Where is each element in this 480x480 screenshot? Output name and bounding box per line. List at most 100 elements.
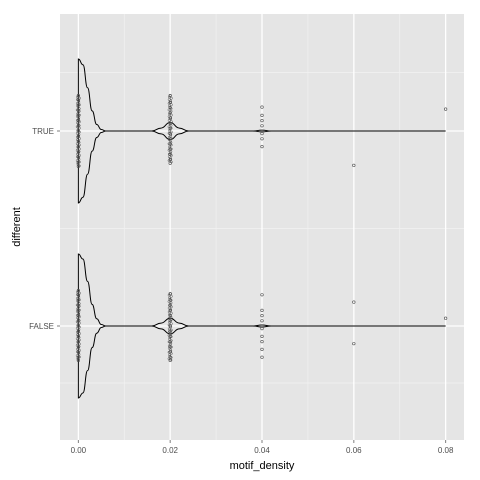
data-point-true <box>167 152 171 156</box>
jittered-points <box>75 94 448 362</box>
data-point-false <box>444 316 448 320</box>
data-point-false <box>169 341 173 345</box>
data-point-false <box>168 304 171 307</box>
data-point-true <box>168 121 171 125</box>
data-point-true <box>169 100 173 104</box>
data-point-true <box>169 113 173 117</box>
data-point-true <box>167 102 171 105</box>
data-point-false <box>168 353 172 357</box>
data-point-false <box>169 358 173 362</box>
data-point-false <box>167 317 171 320</box>
data-point-true <box>77 116 81 120</box>
data-point-false <box>260 319 264 323</box>
data-point-true <box>78 113 81 117</box>
data-point-true <box>76 144 80 148</box>
data-point-true <box>76 111 80 114</box>
data-point-false <box>170 311 173 315</box>
data-point-false <box>260 347 264 352</box>
data-point-false <box>169 349 173 353</box>
data-point-true <box>77 150 81 153</box>
data-point-false <box>75 354 79 357</box>
data-point-false <box>169 305 173 309</box>
data-point-true <box>75 159 79 162</box>
data-point-true <box>168 146 172 149</box>
data-point-true <box>169 157 173 161</box>
data-point-false <box>75 337 79 341</box>
data-point-true <box>78 103 81 107</box>
data-point-false <box>260 314 264 318</box>
data-point-false <box>78 298 81 302</box>
violin-false <box>77 253 446 399</box>
y-axis-title: different <box>11 207 23 247</box>
data-point-true <box>169 107 173 110</box>
data-point-true <box>167 135 171 139</box>
data-point-true <box>169 116 172 120</box>
data-point-false <box>78 349 81 352</box>
data-point-false <box>168 331 172 335</box>
data-point-true <box>260 132 264 136</box>
data-point-true <box>168 111 172 114</box>
data-point-false <box>77 302 81 305</box>
data-point-true <box>169 150 173 153</box>
data-point-true <box>78 130 81 134</box>
x-tick-label: 0.08 <box>438 446 454 455</box>
data-point-true <box>76 146 80 149</box>
data-point-true <box>170 154 173 157</box>
data-point-false <box>169 295 173 298</box>
data-point-false <box>167 323 171 327</box>
data-point-true <box>168 104 171 108</box>
data-point-true <box>78 164 81 168</box>
data-point-false <box>78 308 81 312</box>
data-point-false <box>260 327 264 331</box>
data-point-false <box>77 311 81 315</box>
data-point-false <box>167 300 171 303</box>
data-point-true <box>169 160 173 164</box>
data-point-true <box>168 129 171 133</box>
data-point-false <box>168 302 172 306</box>
data-point-false <box>167 344 171 348</box>
data-point-false <box>77 328 81 331</box>
data-point-false <box>167 293 171 297</box>
data-point-true <box>168 95 171 99</box>
data-point-false <box>75 297 79 300</box>
data-point-false <box>76 347 79 351</box>
data-point-false <box>77 352 81 356</box>
data-point-false <box>169 356 173 359</box>
data-point-false <box>76 341 80 344</box>
data-point-false <box>76 299 80 303</box>
x-tick-label: 0.02 <box>162 446 178 455</box>
data-point-false <box>167 327 171 331</box>
data-point-false <box>77 334 80 338</box>
data-point-true <box>167 115 171 118</box>
data-point-false <box>169 332 173 336</box>
data-point-false <box>352 300 356 304</box>
data-point-true <box>169 147 173 151</box>
data-point-true <box>260 118 264 123</box>
data-point-false <box>168 321 171 324</box>
data-point-true <box>352 163 356 167</box>
data-point-true <box>77 100 81 104</box>
data-point-false <box>77 319 81 322</box>
data-point-true <box>170 137 173 140</box>
data-point-false <box>260 308 264 313</box>
data-point-true <box>170 96 173 100</box>
data-point-true <box>169 124 173 127</box>
data-point-true <box>78 154 81 157</box>
data-point-false <box>75 326 79 330</box>
data-point-true <box>167 148 171 152</box>
data-point-true <box>168 112 171 116</box>
data-point-true <box>168 139 172 143</box>
data-point-false <box>168 313 171 316</box>
x-axis-ticks: 0.00 0.02 0.04 0.06 0.08 <box>71 440 454 455</box>
data-point-true <box>77 107 81 110</box>
data-point-true <box>75 108 79 112</box>
data-point-true <box>76 121 79 125</box>
data-point-false <box>76 324 80 328</box>
data-point-false <box>76 316 79 320</box>
data-point-false <box>77 295 81 299</box>
data-point-true <box>78 160 81 164</box>
data-point-false <box>169 315 173 319</box>
data-point-true <box>78 137 81 140</box>
data-point-false <box>77 294 81 298</box>
violins <box>77 58 446 399</box>
